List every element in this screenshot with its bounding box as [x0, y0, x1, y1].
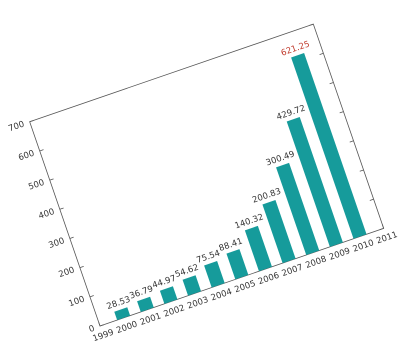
y-tick	[349, 140, 354, 143]
y-tick	[59, 207, 64, 210]
x-tick-label: 2004	[210, 287, 234, 304]
x-tick-label: 2006	[257, 271, 281, 288]
y-tick	[69, 236, 74, 239]
y-tick	[99, 324, 104, 327]
x-tick	[98, 322, 101, 327]
y-tick-label: 400	[37, 207, 56, 222]
x-tick-label: 2010	[352, 238, 376, 255]
y-tick	[359, 169, 364, 172]
value-label: 140.32	[234, 212, 265, 231]
y-tick-label: 100	[67, 295, 86, 310]
bar	[137, 296, 154, 312]
value-label: 621.25	[280, 39, 311, 58]
x-tick-label: 2005	[233, 279, 257, 296]
y-tick-label: 300	[47, 236, 66, 251]
y-tick-label: 700	[7, 119, 26, 134]
y-tick	[39, 149, 44, 152]
y-tick-label: 0	[88, 324, 96, 335]
y-tick	[339, 111, 344, 114]
value-label: 200.83	[251, 187, 282, 206]
bar	[114, 307, 131, 321]
x-tick	[381, 224, 385, 229]
y-tick	[369, 198, 374, 201]
x-tick-label: 2001	[139, 311, 163, 328]
y-tick-label: 500	[27, 178, 46, 193]
x-tick-label: 2002	[162, 303, 186, 320]
x-tick-label: 1999	[92, 328, 116, 345]
x-tick-label: 2008	[304, 254, 328, 271]
x-tick-label: 2011	[375, 230, 399, 247]
x-tick-label: 2009	[328, 246, 352, 263]
bar	[159, 286, 178, 304]
value-label: 429.72	[275, 104, 306, 123]
bar	[286, 116, 343, 247]
bar	[244, 225, 272, 272]
y-tick	[49, 178, 54, 181]
bar	[204, 261, 225, 288]
y-tick	[309, 23, 314, 26]
bar	[182, 275, 202, 296]
plot-frame	[29, 23, 385, 327]
y-tick	[329, 82, 334, 85]
y-tick	[89, 295, 94, 298]
y-tick	[379, 227, 384, 231]
y-tick-label: 600	[17, 149, 36, 164]
bar	[291, 52, 367, 239]
y-tick	[79, 265, 84, 269]
value-label: 300.49	[265, 149, 296, 168]
y-tick-label: 200	[57, 265, 76, 280]
y-tick	[29, 120, 34, 123]
y-tick	[319, 52, 324, 55]
x-tick-label: 2003	[186, 295, 210, 312]
bar	[276, 162, 320, 255]
x-tick-label: 2007	[281, 263, 305, 280]
x-tick-label: 2000	[115, 320, 139, 337]
bar	[226, 249, 249, 280]
bar	[262, 200, 296, 264]
